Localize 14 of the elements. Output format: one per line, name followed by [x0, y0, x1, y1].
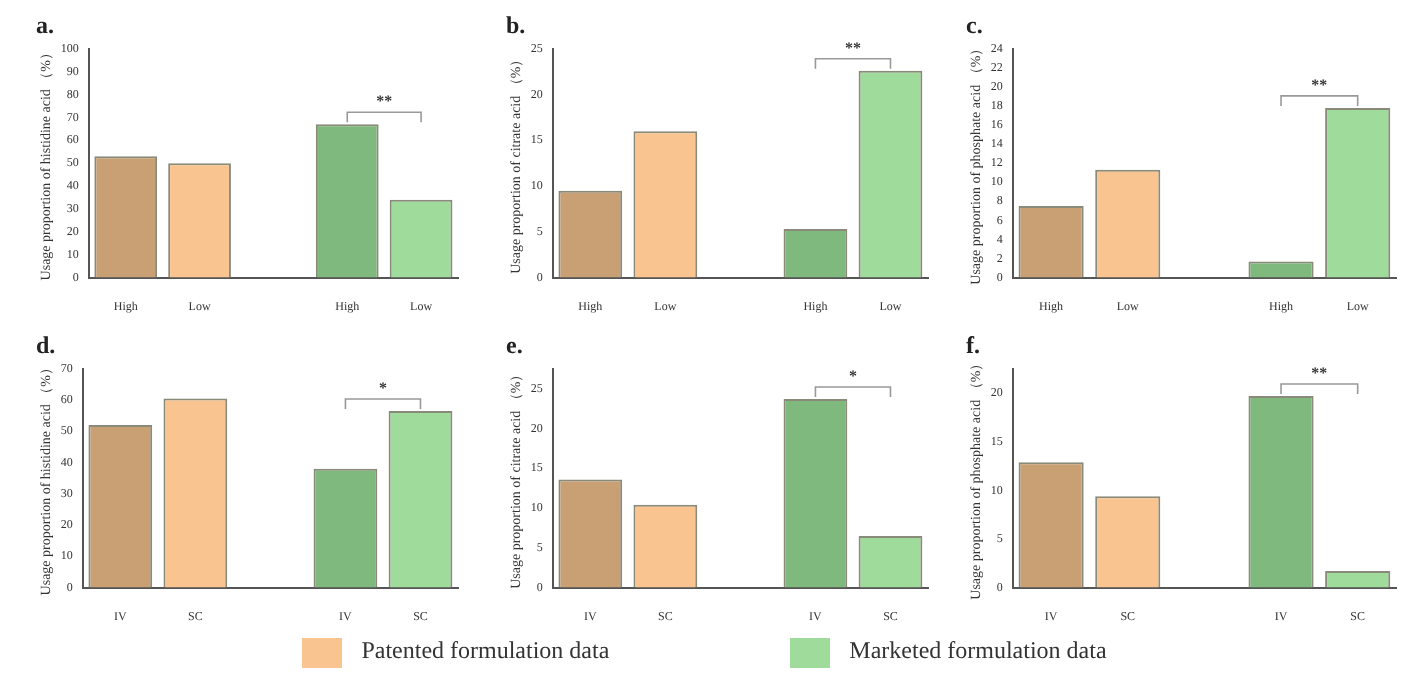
chart-title: e. — [506, 330, 523, 359]
annotation: * — [378, 379, 387, 398]
annotation: ** — [1311, 364, 1328, 383]
chart-title: a. — [36, 10, 54, 39]
annotation: ** — [844, 38, 861, 57]
legend-label: Patented formulation data — [361, 636, 610, 664]
annotation: ** — [376, 92, 393, 111]
legend-label: Marketed formulation data — [849, 636, 1107, 664]
chart-title: d. — [36, 330, 56, 359]
annotation: ** — [1311, 76, 1328, 95]
chart-title: c. — [966, 10, 983, 39]
annotation: * — [848, 367, 857, 386]
chart-title: b. — [506, 10, 526, 39]
chart-title: f. — [966, 330, 980, 359]
